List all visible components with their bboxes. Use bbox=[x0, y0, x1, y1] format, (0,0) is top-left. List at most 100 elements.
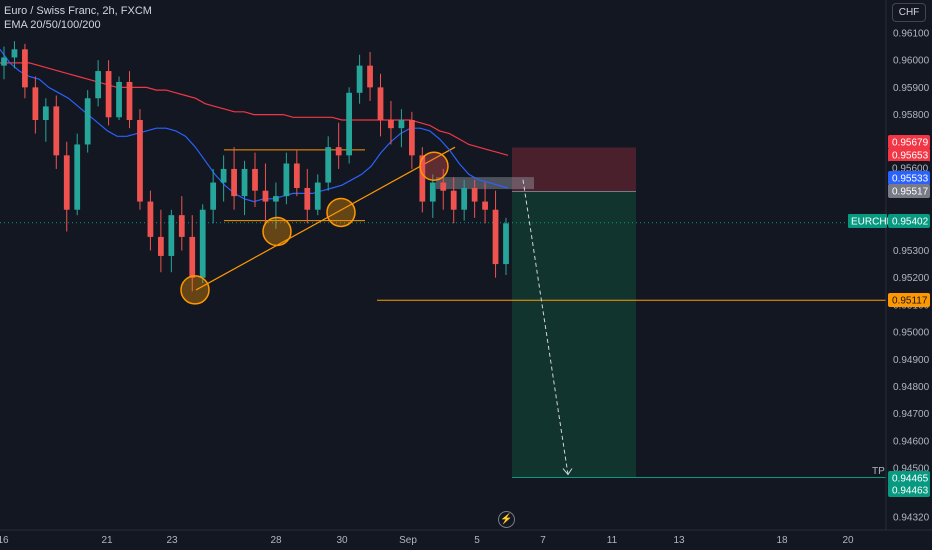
time-axis[interactable]: 16 21 23 28 30 Sep 5 7 11 13 18 20 bbox=[0, 529, 932, 546]
candle-body bbox=[314, 182, 321, 210]
candle bbox=[241, 160, 248, 216]
drawing-annotations[interactable] bbox=[195, 146, 886, 301]
price-tick-label: 0.95800 bbox=[893, 110, 930, 121]
candle-body bbox=[231, 168, 237, 197]
candle bbox=[32, 76, 39, 134]
ascending-trendline bbox=[195, 146, 456, 291]
price-tag: EURCHF 0.95402 bbox=[848, 214, 930, 228]
candle-body bbox=[11, 49, 18, 58]
candle bbox=[314, 174, 321, 216]
candle-body bbox=[32, 87, 39, 120]
price-axis[interactable]: 0.96100 0.96000 0.95900 0.95800 0.95600 0.953… bbox=[848, 0, 930, 530]
ema-lines bbox=[0, 48, 509, 203]
candle-body bbox=[471, 187, 478, 202]
candle bbox=[293, 149, 300, 197]
price-tick-label: 0.96100 bbox=[893, 29, 930, 40]
price-tag-bg bbox=[888, 483, 930, 497]
candle-body bbox=[189, 236, 196, 278]
candle-body bbox=[63, 155, 70, 210]
symbol-title: Euro / Swiss Franc, 2h, FXCM bbox=[4, 5, 152, 17]
price-tag-label: 0.95679 bbox=[892, 138, 929, 149]
candle bbox=[503, 217, 509, 275]
candle-body bbox=[388, 120, 394, 129]
candle bbox=[356, 54, 363, 104]
price-tag-bg bbox=[888, 171, 930, 185]
stop-loss-zone bbox=[512, 147, 636, 192]
candle bbox=[408, 111, 415, 169]
candle-body bbox=[346, 92, 353, 156]
price-tag-bg bbox=[888, 184, 930, 198]
position-tool[interactable] bbox=[0, 147, 886, 479]
candle-body bbox=[398, 120, 405, 129]
drawing-overlays[interactable] bbox=[180, 151, 573, 476]
touch-circle bbox=[326, 197, 356, 228]
candle-body bbox=[210, 182, 217, 210]
candle-body bbox=[105, 71, 112, 118]
price-tag: 0.95117 bbox=[888, 293, 930, 307]
price-tick-label: 0.94600 bbox=[893, 436, 930, 447]
candle-body bbox=[199, 209, 206, 278]
lightning-icon[interactable]: ⚡ bbox=[498, 511, 515, 528]
candle-body bbox=[492, 209, 499, 265]
candle bbox=[84, 90, 91, 153]
time-tick-label: 28 bbox=[270, 535, 282, 546]
time-tick-label: 5 bbox=[474, 535, 480, 546]
candle bbox=[252, 152, 258, 207]
candle bbox=[262, 163, 269, 224]
candle bbox=[220, 155, 227, 202]
price-tag: 0.94463 bbox=[888, 483, 930, 497]
candle bbox=[346, 87, 353, 164]
candle-body bbox=[293, 163, 300, 188]
symbol-tag-label: EURCHF bbox=[851, 217, 893, 228]
candle-body bbox=[178, 215, 185, 237]
candle-body bbox=[408, 120, 415, 156]
candle-body bbox=[273, 196, 279, 202]
candle-body bbox=[42, 106, 49, 120]
candle-body bbox=[325, 147, 332, 183]
candle-body bbox=[74, 144, 81, 210]
price-tick-label: 0.95200 bbox=[893, 273, 930, 284]
price-tag-bg bbox=[888, 214, 930, 228]
candlestick-series bbox=[1, 41, 509, 292]
candle bbox=[147, 190, 154, 251]
candle bbox=[450, 177, 457, 224]
touch-circle bbox=[180, 275, 210, 305]
price-tag-label: 0.95402 bbox=[892, 217, 929, 228]
time-tick-label: 11 bbox=[607, 535, 618, 546]
candle bbox=[377, 73, 384, 137]
candle-body bbox=[419, 155, 426, 202]
candle-body bbox=[304, 187, 311, 210]
candle bbox=[53, 95, 60, 169]
candle bbox=[42, 98, 49, 142]
candle bbox=[178, 196, 185, 251]
candle-body bbox=[126, 81, 133, 120]
time-tick-label: 18 bbox=[776, 535, 788, 546]
projection-arrowhead bbox=[562, 468, 573, 476]
time-tick-label: 21 bbox=[101, 535, 113, 546]
candle bbox=[189, 215, 196, 292]
currency-button[interactable]: CHF bbox=[892, 3, 926, 22]
candle-body bbox=[356, 65, 363, 93]
candle bbox=[325, 136, 332, 191]
candle-body bbox=[482, 201, 488, 210]
tp-label: TP bbox=[872, 466, 885, 477]
price-tag-bg bbox=[888, 293, 930, 307]
candle bbox=[126, 71, 133, 129]
candle bbox=[11, 41, 18, 69]
price-tick-label: 0.96000 bbox=[893, 56, 930, 67]
price-tick-label: 0.94900 bbox=[893, 355, 930, 366]
time-tick-label: 30 bbox=[336, 535, 348, 546]
candle bbox=[199, 204, 206, 284]
candle bbox=[63, 141, 70, 232]
time-tick-label: 7 bbox=[540, 535, 546, 546]
candle bbox=[461, 179, 468, 221]
price-tag-label: 0.94463 bbox=[892, 486, 929, 497]
price-tag-label: 0.95533 bbox=[892, 174, 929, 185]
candle-body bbox=[367, 65, 373, 88]
candle bbox=[367, 52, 373, 101]
candle bbox=[492, 190, 499, 278]
price-tag-label: 0.95517 bbox=[892, 187, 929, 198]
price-tag-label: 0.95600 bbox=[892, 164, 929, 175]
break-circle bbox=[419, 151, 449, 181]
